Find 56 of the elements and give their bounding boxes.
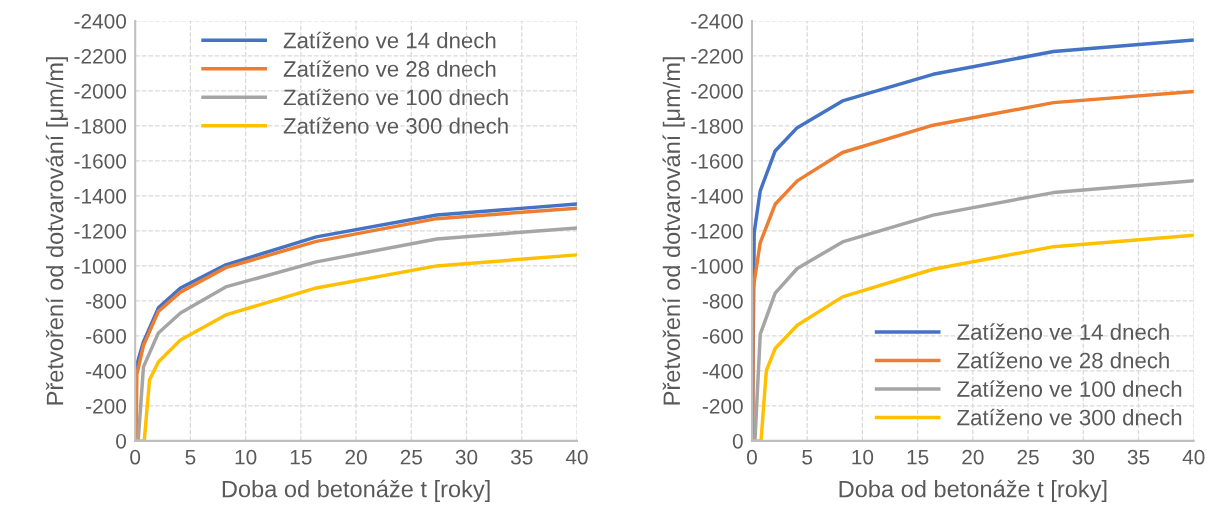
y-tick-label: -2200 (74, 48, 127, 64)
y-tick-label: -2000 (691, 83, 743, 99)
y-tick-label: -800 (702, 293, 743, 309)
y-tick-label: -1400 (691, 188, 743, 204)
legend-label: Zatíženo ve 300 dnech (283, 117, 508, 134)
x-tick-label: 25 (400, 449, 422, 465)
legend-label: Zatíženo ve 14 dnech (283, 31, 496, 49)
x-tick-label: 0 (130, 449, 141, 465)
legend-label: Zatíženo ve 100 dnech (957, 380, 1182, 397)
y-tick-label: -1600 (74, 153, 127, 169)
legend-label: Zatíženo ve 14 dnech (957, 323, 1169, 340)
y-tick-label: -1400 (74, 188, 127, 204)
x-tick-label: 40 (1182, 449, 1205, 465)
y-tick-label: -800 (86, 293, 127, 309)
x-tick-label: 20 (345, 449, 367, 465)
y-tick-label: -600 (702, 328, 743, 344)
x-tick-label: 10 (235, 449, 257, 465)
y-tick-label: -1000 (691, 258, 743, 274)
y-tick-label: -1600 (691, 153, 743, 169)
legend-label: Zatíženo ve 28 dnech (957, 351, 1169, 369)
y-tick-label: -1800 (691, 118, 743, 134)
x-tick-label: 0 (746, 449, 757, 465)
y-tick-label: -2400 (74, 13, 127, 29)
y-tick-label: -600 (86, 328, 127, 344)
y-tick-label: -1000 (74, 258, 127, 274)
x-axis-title: Doba od betonáže t [roky] (839, 479, 1107, 503)
y-tick-label: -2200 (691, 48, 743, 64)
x-tick-label: 35 (1127, 449, 1150, 465)
x-tick-label: 5 (185, 449, 196, 465)
y-tick-label: -1200 (691, 223, 743, 239)
x-tick-label: 15 (290, 449, 312, 465)
x-tick-label: 40 (565, 449, 588, 465)
y-tick-label: 0 (116, 433, 127, 449)
x-tick-label: 15 (907, 449, 929, 465)
y-tick-label: -2400 (691, 13, 743, 29)
y-tick-label: -400 (702, 363, 743, 379)
x-tick-label: 30 (455, 449, 478, 465)
y-tick-label: -200 (86, 398, 127, 414)
y-tick-label: -200 (702, 398, 743, 414)
y-tick-label: -1800 (74, 118, 127, 134)
x-tick-label: 20 (962, 449, 984, 465)
y-axis-title: Přetvoření od dotvarování [μm/m] (45, 57, 69, 405)
x-tick-label: 10 (852, 449, 874, 465)
x-tick-label: 25 (1017, 449, 1039, 465)
y-tick-label: -400 (86, 363, 127, 379)
y-axis-title: Přetvoření od dotvarování [μm/m] (662, 57, 685, 405)
y-tick-label: 0 (732, 433, 743, 449)
x-tick-label: 30 (1072, 449, 1095, 465)
y-tick-label: -1200 (74, 223, 127, 239)
y-tick-label: -2000 (74, 83, 127, 99)
legend-label: Zatíženo ve 28 dnech (283, 60, 496, 77)
x-tick-label: 35 (510, 449, 533, 465)
x-tick-label: 5 (802, 449, 813, 465)
x-axis-title: Doba od betonáže t [roky] (222, 479, 490, 503)
legend-label: Zatíženo ve 100 dnech (283, 88, 508, 106)
legend-label: Zatíženo ve 300 dnech (957, 408, 1182, 426)
